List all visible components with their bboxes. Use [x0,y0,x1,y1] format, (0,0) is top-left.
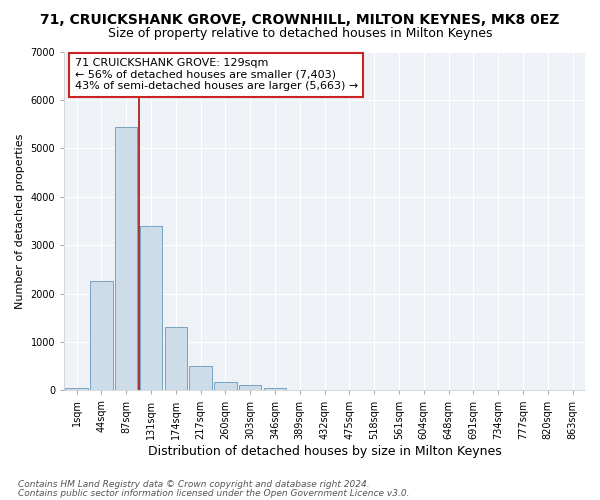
Bar [164,328,187,390]
Bar [190,366,212,390]
Bar [239,386,262,390]
Bar [214,382,236,390]
Text: 71 CRUICKSHANK GROVE: 129sqm
← 56% of detached houses are smaller (7,403)
43% of: 71 CRUICKSHANK GROVE: 129sqm ← 56% of de… [74,58,358,92]
Bar [115,126,137,390]
Y-axis label: Number of detached properties: Number of detached properties [15,134,25,308]
Bar [264,388,286,390]
Bar [65,388,88,390]
Bar [140,226,162,390]
Text: 71, CRUICKSHANK GROVE, CROWNHILL, MILTON KEYNES, MK8 0EZ: 71, CRUICKSHANK GROVE, CROWNHILL, MILTON… [40,12,560,26]
Text: Contains public sector information licensed under the Open Government Licence v3: Contains public sector information licen… [18,488,409,498]
Text: Contains HM Land Registry data © Crown copyright and database right 2024.: Contains HM Land Registry data © Crown c… [18,480,370,489]
Text: Size of property relative to detached houses in Milton Keynes: Size of property relative to detached ho… [108,28,492,40]
Bar [90,281,113,390]
X-axis label: Distribution of detached houses by size in Milton Keynes: Distribution of detached houses by size … [148,444,502,458]
